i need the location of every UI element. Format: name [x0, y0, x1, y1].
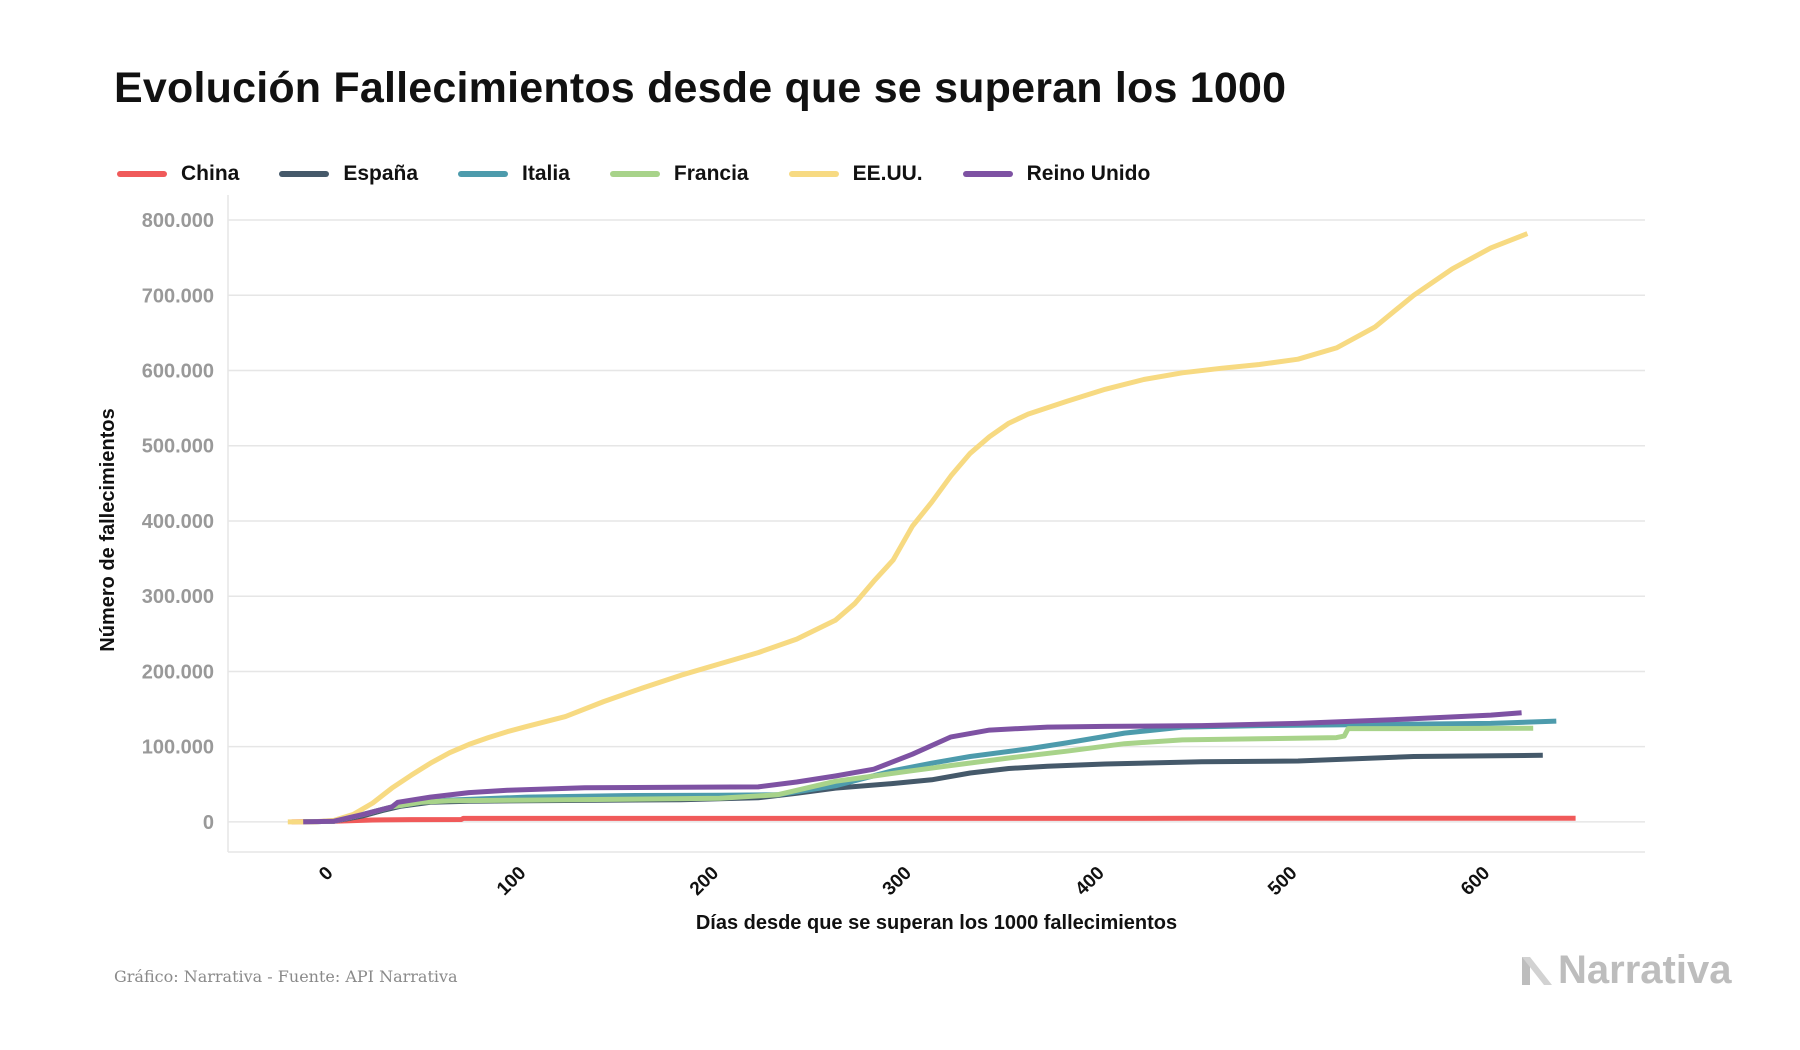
legend-swatch-espana	[279, 171, 330, 177]
legend-label-reino-unido: Reino Unido	[1026, 162, 1151, 185]
x-tick-label: 400	[1071, 863, 1108, 900]
series-line-china	[291, 815, 1576, 825]
x-tick-label: 300	[879, 863, 916, 900]
chart-title: Evolución Fallecimientos desde que se su…	[114, 64, 1287, 112]
legend-swatch-reino-unido	[962, 171, 1013, 177]
legend-item-espana: España	[279, 162, 418, 186]
y-tick-label: 200.000	[142, 661, 214, 683]
legend: China España Italia Francia EE.UU. Reino…	[117, 162, 1190, 186]
x-axis-title: Días desde que se superan los 1000 falle…	[696, 912, 1177, 934]
legend-label-italia: Italia	[522, 162, 570, 185]
legend-label-francia: Francia	[673, 162, 749, 185]
legend-item-eeuu: EE.UU.	[788, 162, 923, 186]
legend-swatch-china	[117, 171, 167, 177]
y-tick-label: 300.000	[142, 586, 214, 608]
legend-item-reino-unido: Reino Unido	[962, 162, 1151, 186]
legend-swatch-italia	[458, 171, 509, 177]
legend-label-china: China	[181, 162, 240, 185]
series-line-ee-uu	[287, 231, 1529, 825]
y-tick-label: 400.000	[142, 511, 214, 533]
y-tick-label: 100.000	[142, 737, 214, 759]
legend-swatch-francia	[609, 171, 660, 177]
legend-item-italia: Italia	[458, 162, 570, 186]
x-tick-label: 500	[1264, 863, 1301, 900]
legend-label-eeuu: EE.UU.	[852, 162, 923, 185]
legend-item-china: China	[117, 162, 239, 186]
y-tick-label: 700.000	[142, 285, 214, 307]
narrativa-logo-icon	[1522, 956, 1552, 985]
legend-swatch-eeuu	[788, 171, 839, 177]
y-tick-label: 500.000	[142, 436, 214, 458]
x-tick-label: 100	[493, 863, 530, 900]
x-tick-label: 0	[315, 863, 337, 885]
brand-name: Narrativa	[1558, 948, 1732, 992]
source-note: Gráfico: Narrativa - Fuente: API Narrati…	[114, 967, 458, 986]
legend-label-espana: España	[343, 162, 419, 185]
y-axis-title: Número de fallecimientos	[97, 408, 119, 651]
y-tick-label: 800.000	[142, 210, 214, 232]
series-line-francia	[303, 725, 1534, 825]
legend-item-francia: Francia	[609, 162, 749, 186]
brand-logo: Narrativa	[1520, 948, 1731, 993]
x-tick-label: 600	[1457, 863, 1494, 900]
y-tick-label: 0	[203, 812, 214, 834]
series-line-reino-unido	[303, 710, 1522, 825]
y-tick-label: 600.000	[142, 361, 214, 383]
x-tick-label: 200	[686, 863, 723, 900]
